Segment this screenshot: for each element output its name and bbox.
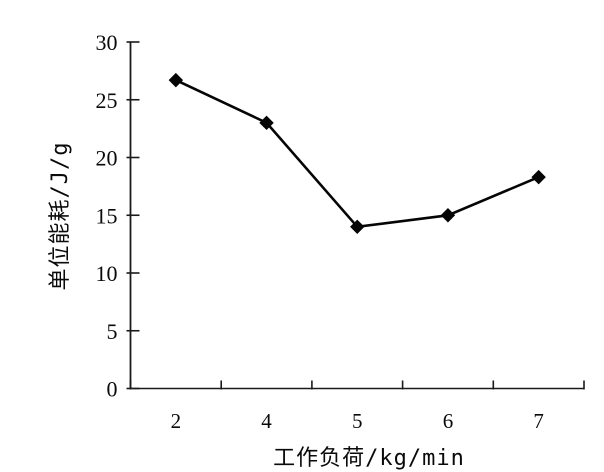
x-tick-label: 7 xyxy=(533,409,544,433)
x-tick-label: 5 xyxy=(352,409,363,433)
y-tick-label: 10 xyxy=(96,261,118,286)
x-tick-label: 2 xyxy=(171,409,182,433)
data-point-marker xyxy=(531,169,546,185)
x-tick-label: 6 xyxy=(443,409,454,433)
data-point-marker xyxy=(168,72,184,88)
data-series-line xyxy=(175,78,540,229)
data-point-marker xyxy=(259,115,274,131)
y-tick-label: 5 xyxy=(107,319,118,344)
y-axis-title: 单位能耗/J/g xyxy=(48,141,73,291)
y-tick-label: 15 xyxy=(96,203,118,228)
y-tick-label: 20 xyxy=(96,146,118,171)
x-tick-label: 4 xyxy=(261,409,272,433)
y-tick-label: 0 xyxy=(107,377,118,402)
data-point-marker xyxy=(350,219,365,235)
x-axis-title: 工作负荷/kg/min xyxy=(273,446,465,471)
y-tick-label: 25 xyxy=(96,88,118,113)
y-tick-label: 30 xyxy=(96,30,118,55)
data-point-marker xyxy=(440,208,456,223)
